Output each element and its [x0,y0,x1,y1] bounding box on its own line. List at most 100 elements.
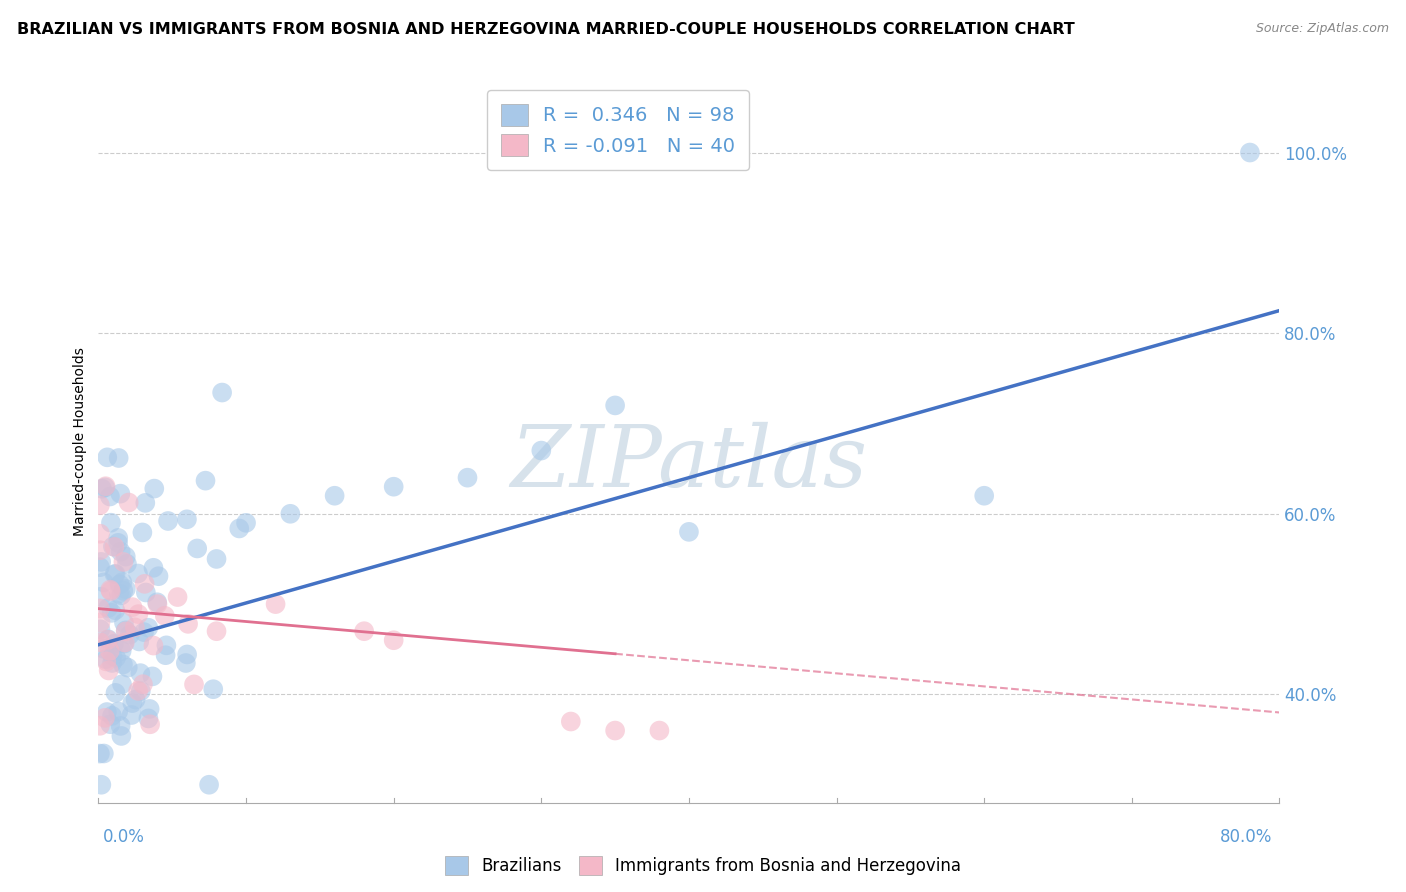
Text: BRAZILIAN VS IMMIGRANTS FROM BOSNIA AND HERZEGOVINA MARRIED-COUPLE HOUSEHOLDS CO: BRAZILIAN VS IMMIGRANTS FROM BOSNIA AND … [17,22,1074,37]
Point [155,638,177,652]
Point [138,711,160,725]
Point [97,601,120,615]
Point [135,585,157,599]
Point [174,656,197,670]
Point [605,723,627,738]
Point [108,587,131,601]
Point [124,620,146,634]
Point [142,639,165,653]
Point [103,637,125,651]
Point [134,496,156,510]
Point [89,747,111,761]
Y-axis label: Married-couple Households: Married-couple Households [73,347,87,536]
Point [107,536,129,550]
Point [211,385,233,400]
Point [101,656,124,670]
Point [97,632,120,647]
Point [118,627,141,641]
Point [96,450,118,465]
Point [605,398,627,412]
Point [205,552,228,566]
Point [89,635,111,649]
Point [90,778,112,792]
Point [89,543,111,558]
Point [382,480,405,494]
Point [107,705,129,719]
Point [127,566,149,581]
Point [98,644,121,658]
Point [134,577,156,591]
Point [110,588,132,602]
Point [235,516,257,530]
Point [124,692,146,706]
Point [186,541,208,556]
Point [157,514,180,528]
Point [98,582,121,597]
Point [139,717,162,731]
Point [94,711,117,725]
Point [89,560,111,574]
Point [205,624,228,639]
Point [90,555,112,569]
Point [127,607,149,621]
Point [115,582,138,596]
Point [143,482,166,496]
Point [530,443,553,458]
Point [194,474,217,488]
Point [98,490,121,504]
Point [114,624,136,638]
Point [141,669,163,683]
Point [121,600,143,615]
Point [183,677,205,691]
Point [104,603,127,617]
Point [118,495,141,509]
Point [142,561,165,575]
Point [138,702,160,716]
Point [94,652,117,666]
Text: Source: ZipAtlas.com: Source: ZipAtlas.com [1256,22,1389,36]
Point [97,632,120,647]
Point [110,719,132,733]
Point [176,648,198,662]
Text: 80.0%: 80.0% [1220,828,1272,846]
Legend: R =  0.346   N = 98, R = -0.091   N = 40: R = 0.346 N = 98, R = -0.091 N = 40 [486,90,749,169]
Point [94,479,117,493]
Point [112,637,135,651]
Point [111,677,134,691]
Point [110,544,132,558]
Point [94,480,117,494]
Point [111,657,134,672]
Point [97,664,120,678]
Point [112,615,135,630]
Point [100,606,122,620]
Point [101,649,124,664]
Point [107,531,129,545]
Point [98,717,121,731]
Legend: Brazilians, Immigrants from Bosnia and Herzegovina: Brazilians, Immigrants from Bosnia and H… [436,847,970,884]
Point [560,714,582,729]
Point [89,526,111,541]
Point [177,616,200,631]
Point [100,584,122,599]
Point [114,549,136,564]
Point [96,705,118,719]
Point [112,583,135,598]
Point [100,516,122,530]
Point [973,489,995,503]
Point [121,696,143,710]
Point [121,708,143,723]
Point [202,682,225,697]
Point [112,555,135,569]
Point [89,719,111,733]
Point [104,567,127,582]
Point [115,557,138,571]
Point [108,577,131,591]
Point [93,641,115,656]
Point [89,623,111,637]
Point [93,747,115,761]
Point [155,648,177,663]
Point [89,601,111,615]
Point [104,686,127,700]
Point [264,597,287,611]
Text: 0.0%: 0.0% [103,828,145,846]
